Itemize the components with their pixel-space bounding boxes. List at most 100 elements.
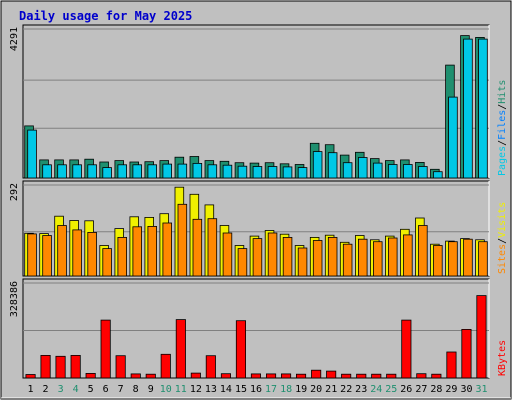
- kbytes-bar-kbytes: [175, 319, 186, 379]
- visits-bar-sites: [222, 232, 233, 277]
- hits-bar-files: [357, 157, 368, 179]
- kbytes-panel: 328386 KBytes: [9, 278, 508, 379]
- hits-axis-max-label: 4291: [9, 27, 20, 51]
- legend-entry: Visits: [497, 202, 508, 238]
- visits-bar-sites: [327, 236, 338, 277]
- visits-bar-sites: [27, 233, 37, 277]
- day-label: 24: [370, 384, 382, 395]
- kbytes-bar-kbytes: [386, 373, 397, 379]
- hits-plot-area: [22, 24, 490, 179]
- visits-bar-sites: [252, 238, 263, 277]
- day-label: 28: [430, 384, 442, 395]
- visits-bar-sites: [267, 232, 278, 277]
- visits-bar-sites: [147, 225, 157, 277]
- visits-bar-sites: [342, 243, 353, 277]
- hits-bar-files: [297, 167, 308, 179]
- day-label: 3: [58, 384, 64, 395]
- hits-bar-files: [42, 164, 52, 179]
- day-label: 18: [280, 384, 292, 395]
- kbytes-plot-area: [22, 278, 490, 379]
- day-label: 13: [205, 384, 217, 395]
- visits-bar-sites: [403, 234, 413, 277]
- hits-bar-files: [57, 164, 67, 179]
- hits-bar-files: [132, 164, 142, 179]
- hits-bar-files: [403, 164, 413, 179]
- day-label: 15: [235, 384, 247, 395]
- hits-bar-files: [192, 162, 203, 179]
- hits-bar-files: [117, 164, 128, 179]
- hits-bar-files: [72, 164, 82, 179]
- kbytes-bar-kbytes: [205, 355, 216, 379]
- legend-entry: /: [497, 104, 508, 110]
- visits-bar-sites: [312, 240, 323, 277]
- hits-bar-files: [433, 171, 443, 179]
- legend-entry: /: [497, 238, 508, 244]
- visits-bar-sites: [192, 218, 203, 277]
- legend-entry: KBytes: [497, 340, 508, 376]
- legend-entry: Files: [497, 110, 508, 140]
- visits-bar-sites: [237, 248, 248, 277]
- kbytes-bar-kbytes: [461, 328, 472, 379]
- day-label: 8: [133, 384, 139, 395]
- kbytes-axis-max-label: 328386: [9, 281, 20, 317]
- hits-bar-files: [342, 162, 353, 179]
- kbytes-bar-kbytes: [130, 373, 141, 379]
- legend-entry: /: [497, 140, 508, 146]
- day-label: 27: [415, 384, 427, 395]
- hits-bar-files: [372, 162, 383, 179]
- hits-bar-files: [237, 165, 248, 179]
- hits-bar-files: [312, 151, 323, 179]
- visits-bar-sites: [433, 245, 443, 277]
- kbytes-bar-kbytes: [356, 373, 367, 379]
- kbytes-bar-kbytes: [220, 373, 232, 379]
- day-label: 23: [355, 384, 367, 395]
- hits-bar-files: [327, 152, 338, 179]
- visits-bar-sites: [207, 218, 218, 277]
- hits-bar-files: [478, 38, 488, 179]
- day-label: 20: [310, 384, 322, 395]
- hits-bar-files: [207, 164, 218, 179]
- visits-bar-sites: [42, 235, 52, 277]
- visits-bar-sites: [463, 238, 473, 277]
- hits-legend: Pages/Files/Hits: [497, 80, 508, 176]
- kbytes-bar-kbytes: [371, 373, 382, 379]
- visits-bar-sites: [162, 222, 172, 277]
- visits-bar-sites: [117, 236, 128, 277]
- visits-bar-sites: [57, 225, 67, 277]
- hits-bar-files: [448, 96, 458, 179]
- kbytes-bar-kbytes: [235, 320, 247, 379]
- chart-title: Daily usage for May 2025: [19, 9, 192, 23]
- kbytes-bar-kbytes: [25, 374, 36, 379]
- kbytes-bar-kbytes: [55, 355, 66, 379]
- day-label: 10: [160, 384, 172, 395]
- visits-bar-sites: [478, 241, 488, 277]
- hits-bar-files: [222, 164, 233, 179]
- visits-bar-sites: [372, 241, 383, 277]
- hits-bar-files: [87, 164, 97, 179]
- kbytes-bar-kbytes: [250, 373, 262, 379]
- kbytes-bar-kbytes: [70, 354, 81, 379]
- day-label: 7: [118, 384, 124, 395]
- kbytes-bar-kbytes: [190, 372, 201, 379]
- hits-bar-files: [418, 166, 428, 179]
- visits-bar-sites: [102, 248, 112, 277]
- day-label: 19: [295, 384, 307, 395]
- kbytes-bar-kbytes: [431, 373, 442, 379]
- panels-layer: 4291Pages/Files/Hits292Sites/Visits32838…: [9, 24, 508, 379]
- kbytes-bar-kbytes: [416, 373, 427, 379]
- day-label: 26: [400, 384, 412, 395]
- day-label: 30: [460, 384, 472, 395]
- hits-bar-files: [177, 163, 188, 179]
- kbytes-bar-kbytes: [401, 319, 412, 379]
- hits-bar-files: [282, 166, 293, 179]
- visits-bar-sites: [418, 225, 428, 277]
- visits-bar-sites: [297, 247, 308, 277]
- day-label: 21: [325, 384, 337, 395]
- day-label: 4: [73, 384, 79, 395]
- kbytes-bar-kbytes: [476, 295, 487, 379]
- legend-entry: Hits: [497, 80, 508, 104]
- kbytes-bar-kbytes: [40, 354, 51, 379]
- visits-bar-sites: [448, 241, 458, 277]
- day-label: 25: [385, 384, 397, 395]
